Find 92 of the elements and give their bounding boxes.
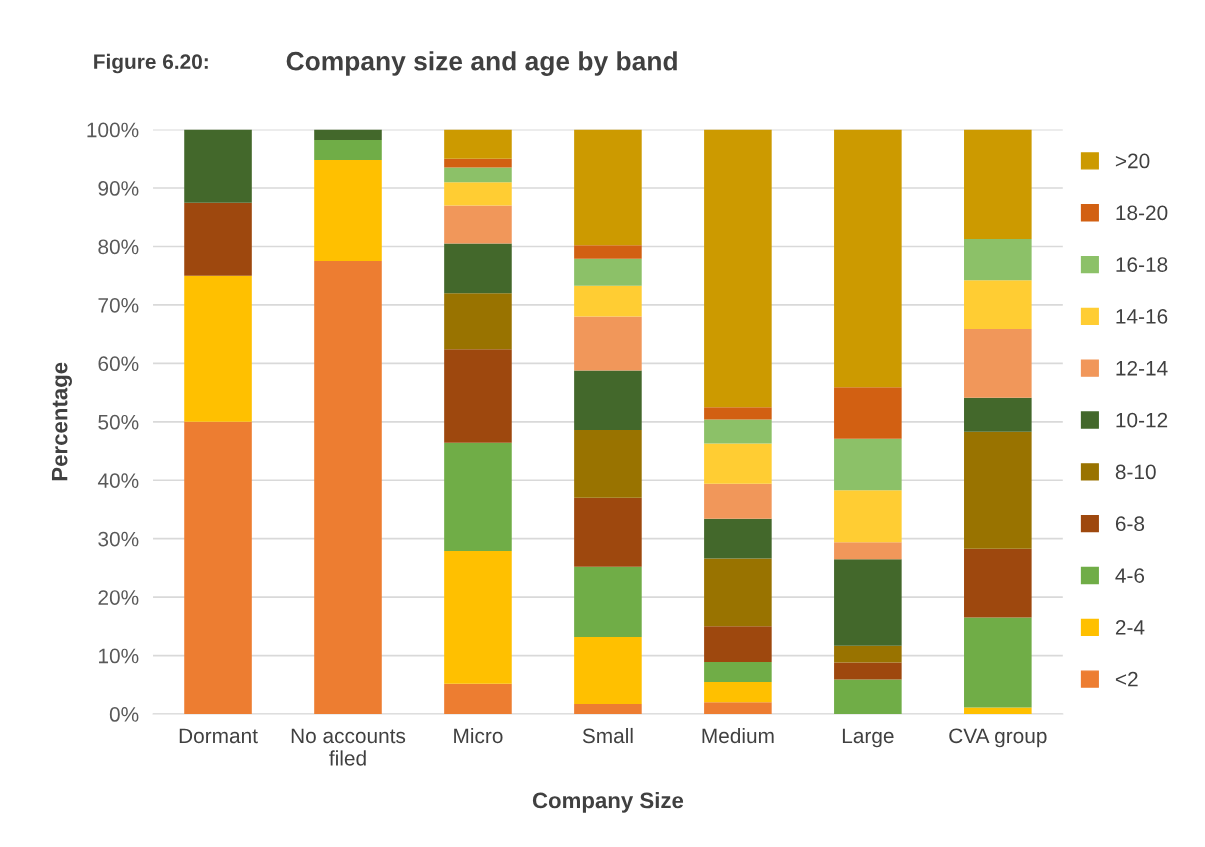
bar: [444, 182, 512, 206]
bar: [574, 497, 642, 567]
legend-label: 8-10: [1115, 464, 1156, 480]
bar: [964, 238, 1032, 281]
bar: [964, 431, 1032, 549]
y-axis-title: Percentage: [51, 362, 72, 481]
bar: [834, 559, 902, 646]
bar: [574, 370, 642, 430]
bar: [574, 704, 642, 715]
bar: [314, 261, 382, 715]
legend-label: 2-4: [1115, 619, 1145, 635]
bar: [704, 518, 772, 559]
bar: [964, 129, 1032, 239]
y-tick-label: 50%: [98, 414, 139, 430]
bar: [444, 349, 512, 443]
y-tick-label: 80%: [98, 239, 139, 255]
bar: [704, 419, 772, 444]
x-axis-title: Company Size: [532, 791, 684, 813]
bar: [834, 542, 902, 560]
bar: [704, 407, 772, 420]
bar: [444, 293, 512, 350]
x-tick-label: Medium: [702, 727, 774, 744]
bar: [964, 328, 1032, 398]
bar: [964, 397, 1032, 432]
y-tick-label: 100%: [87, 122, 139, 138]
bar: [834, 129, 902, 388]
bar: [704, 626, 772, 663]
bar: [574, 566, 642, 637]
bar: [184, 275, 252, 422]
bar: [574, 245, 642, 259]
bar: [444, 683, 512, 715]
legend-label: 4-6: [1115, 568, 1145, 583]
y-tick-label: 0%: [109, 707, 139, 722]
bar: [834, 438, 902, 491]
chart-title: Company size and age by band: [286, 51, 677, 76]
caption: Figure 6.20:: [94, 53, 208, 74]
y-tick-label: 20%: [98, 590, 139, 605]
bar: [444, 167, 512, 183]
bar: [964, 617, 1032, 708]
x-tick-label: No accounts filed: [291, 728, 406, 766]
bar: [834, 679, 902, 715]
bar: [184, 421, 252, 715]
bar: [184, 202, 252, 276]
bar: [834, 662, 902, 680]
bar: [704, 129, 772, 408]
bar: [444, 243, 512, 294]
bar: [574, 258, 642, 286]
bar: [704, 681, 772, 703]
bar: [704, 443, 772, 484]
legend-label: <2: [1115, 671, 1138, 687]
bar: [574, 129, 642, 246]
bar: [444, 158, 512, 168]
y-tick-label: 70%: [98, 297, 139, 313]
x-tick-label: Micro: [454, 727, 503, 744]
y-tick-label: 90%: [98, 181, 139, 196]
bar: [704, 558, 772, 627]
bar: [704, 662, 772, 682]
x-tick-label: Dormant: [179, 728, 258, 744]
bar: [184, 129, 252, 203]
legend-label: 14-16: [1116, 309, 1168, 324]
y-tick-label: 10%: [99, 648, 139, 664]
bar: [574, 636, 642, 705]
bar: [574, 429, 642, 498]
bar: [444, 442, 512, 551]
bar: [964, 548, 1032, 618]
x-tick-label: Large: [842, 728, 894, 748]
bar: [314, 140, 382, 160]
bar: [704, 702, 772, 715]
bar: [834, 387, 902, 439]
x-tick-label: Small: [582, 727, 633, 744]
x-tick-label: CVA group: [949, 728, 1047, 748]
legend-label: 16-18: [1116, 257, 1168, 272]
bar: [704, 483, 772, 519]
y-tick-label: 60%: [98, 356, 139, 372]
bar: [444, 205, 512, 244]
bar: [834, 490, 902, 543]
bar: [314, 129, 382, 141]
bar: [964, 280, 1032, 329]
legend-label: >20: [1115, 153, 1150, 169]
legend-label: 12-14: [1116, 360, 1168, 376]
y-tick-label: 30%: [98, 531, 139, 547]
y-tick-label: 40%: [97, 473, 139, 488]
bar: [574, 316, 642, 371]
bar: [444, 129, 512, 159]
bar: [964, 707, 1032, 715]
legend-label: 18-20: [1116, 205, 1168, 221]
legend-label: 6-8: [1115, 516, 1145, 532]
bar: [574, 285, 642, 317]
bar: [444, 550, 512, 684]
bar: [314, 159, 382, 262]
bar: [834, 645, 902, 663]
legend-label: 10-12: [1116, 412, 1168, 428]
